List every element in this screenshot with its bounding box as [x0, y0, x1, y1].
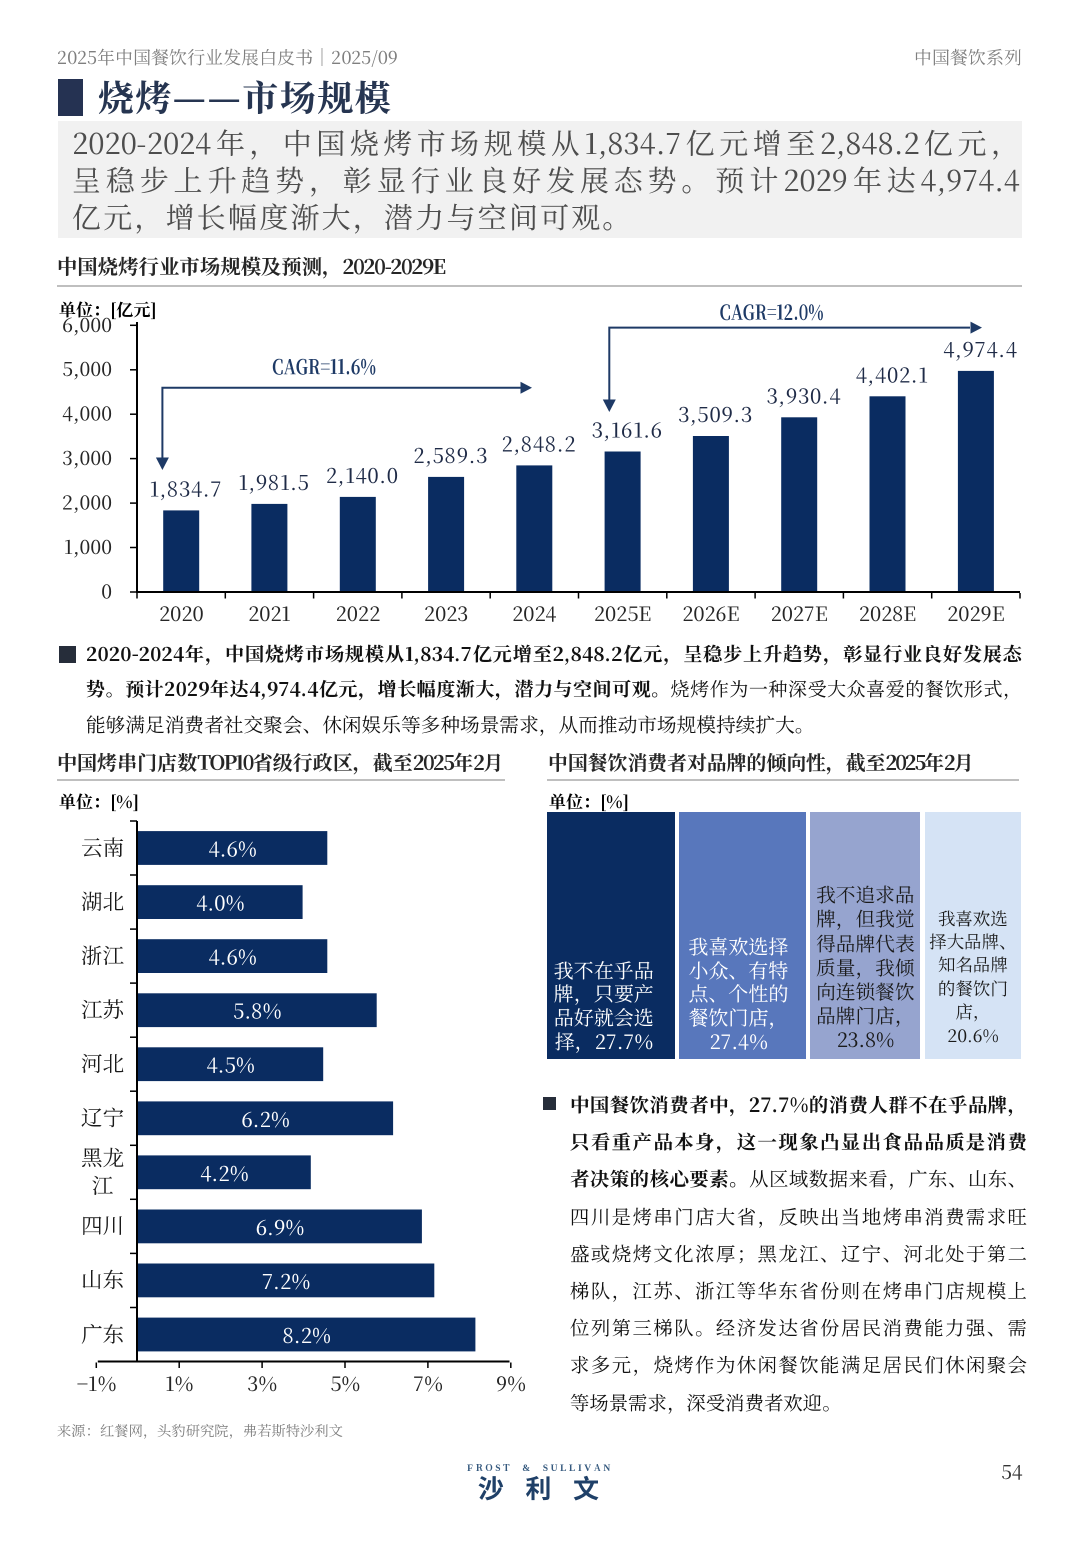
svg-text:江: 江: [92, 1169, 114, 1200]
svg-text:3,509.3: 3,509.3: [678, 398, 753, 428]
svg-text:3,161.6: 3,161.6: [591, 414, 662, 444]
svg-text:2,140.0: 2,140.0: [326, 459, 399, 489]
svg-text:2,848.2: 2,848.2: [501, 427, 576, 457]
svg-text:CAGR=12.0%: CAGR=12.0%: [720, 295, 824, 325]
svg-text:2026E: 2026E: [682, 598, 740, 627]
svg-text:2029E: 2029E: [947, 598, 1005, 627]
svg-text:2028E: 2028E: [859, 598, 917, 627]
svg-text:2023: 2023: [424, 598, 469, 627]
svg-text:6.2%: 6.2%: [241, 1103, 290, 1133]
svg-text:2,589.3: 2,589.3: [413, 439, 488, 469]
svg-text:5.8%: 5.8%: [233, 995, 282, 1025]
svg-text:四川: 四川: [81, 1210, 124, 1241]
svg-text:4.5%: 4.5%: [206, 1049, 254, 1079]
svg-text:8.2%: 8.2%: [282, 1319, 331, 1349]
svg-text:5,000: 5,000: [62, 354, 112, 382]
svg-text:3,000: 3,000: [62, 443, 112, 471]
svg-text:湖北: 湖北: [81, 885, 124, 916]
svg-text:1,834.7: 1,834.7: [149, 472, 222, 502]
svg-text:2027E: 2027E: [770, 598, 827, 627]
svg-text:河北: 河北: [81, 1048, 124, 1079]
svg-text:4,000: 4,000: [62, 399, 112, 427]
svg-text:4.0%: 4.0%: [196, 887, 244, 917]
svg-text:9%: 9%: [496, 1368, 526, 1397]
svg-text:4,402.1: 4,402.1: [856, 358, 929, 388]
svg-text:2022: 2022: [335, 598, 380, 627]
svg-text:2025E: 2025E: [594, 598, 652, 627]
svg-text:2,000: 2,000: [62, 488, 112, 516]
svg-text:7%: 7%: [413, 1368, 442, 1397]
svg-text:3,930.4: 3,930.4: [766, 379, 841, 409]
svg-text:1,000: 1,000: [64, 532, 112, 560]
svg-text:4.6%: 4.6%: [208, 941, 256, 971]
svg-text:CAGR=11.6%: CAGR=11.6%: [272, 350, 376, 380]
svg-text:广东: 广东: [81, 1318, 124, 1349]
svg-text:4.6%: 4.6%: [208, 833, 256, 863]
svg-text:4,974.4: 4,974.4: [943, 333, 1018, 363]
svg-text:2020: 2020: [159, 598, 204, 627]
svg-text:2024: 2024: [512, 598, 557, 627]
svg-text:3%: 3%: [247, 1368, 277, 1397]
svg-text:6,000: 6,000: [62, 310, 112, 338]
svg-text:江苏: 江苏: [81, 994, 124, 1025]
svg-text:1,981.5: 1,981.5: [238, 466, 309, 496]
svg-text:4.2%: 4.2%: [200, 1157, 248, 1187]
svg-text:−1%: −1%: [77, 1368, 116, 1397]
svg-text:5%: 5%: [330, 1368, 360, 1397]
svg-text:0: 0: [101, 577, 112, 605]
svg-text:山东: 山东: [81, 1264, 124, 1295]
svg-text:浙江: 浙江: [81, 939, 125, 970]
svg-text:1%: 1%: [165, 1368, 193, 1397]
svg-text:7.2%: 7.2%: [262, 1265, 310, 1295]
svg-text:辽宁: 辽宁: [81, 1102, 124, 1133]
svg-text:2021: 2021: [248, 598, 291, 627]
svg-text:黑龙: 黑龙: [81, 1142, 124, 1173]
svg-text:6.9%: 6.9%: [256, 1211, 305, 1241]
svg-text:云南: 云南: [81, 831, 124, 862]
